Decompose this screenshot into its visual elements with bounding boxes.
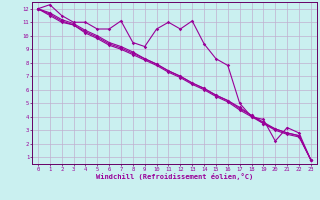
X-axis label: Windchill (Refroidissement éolien,°C): Windchill (Refroidissement éolien,°C) [96, 173, 253, 180]
